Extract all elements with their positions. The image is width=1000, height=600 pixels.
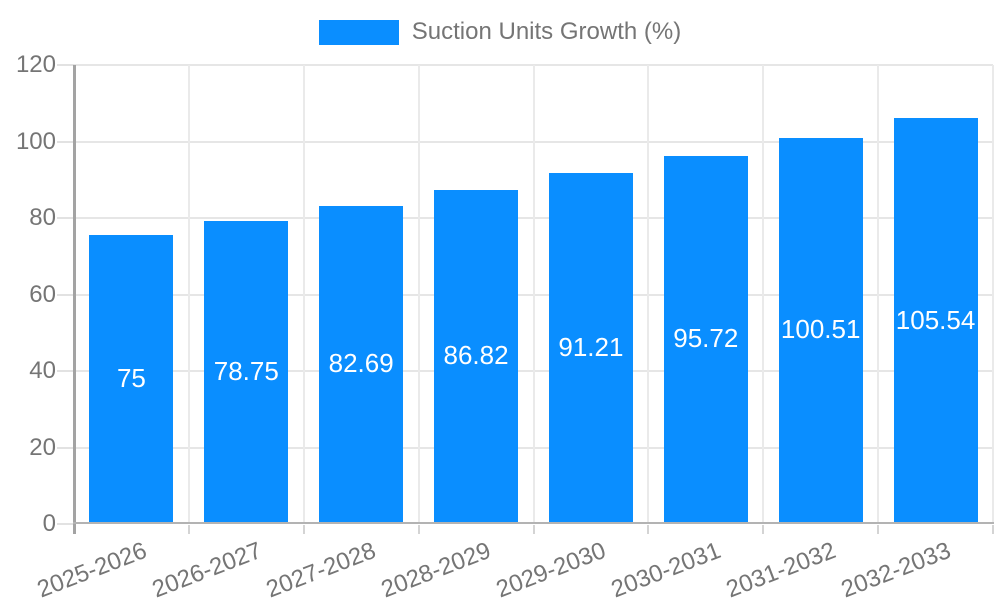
- x-tick-mark: [532, 525, 535, 534]
- bar-value-label: 91.21: [558, 332, 624, 363]
- y-tick-mark: [57, 64, 74, 66]
- x-axis-tick-label: 2031-2032: [722, 537, 840, 600]
- x-axis-tick-label: 2030-2031: [607, 537, 725, 600]
- x-axis-tick-label: 2026-2027: [148, 537, 265, 600]
- x-axis-line: [73, 522, 994, 524]
- y-axis-tick-label: 120: [15, 51, 56, 78]
- x-axis-tick-label: 2032-2033: [837, 537, 955, 600]
- bar[interactable]: 86.82: [434, 189, 519, 522]
- v-gridline: [302, 65, 305, 524]
- y-tick-mark: [57, 140, 74, 143]
- x-axis-tick-label: 2027-2028: [263, 537, 380, 600]
- y-tick-mark: [57, 523, 74, 525]
- bar[interactable]: 78.75: [204, 220, 289, 522]
- y-axis-tick-label: 0: [42, 510, 56, 537]
- y-axis-tick-label: 80: [29, 204, 56, 231]
- y-tick-mark: [57, 217, 74, 219]
- v-gridline: [877, 65, 880, 524]
- bar[interactable]: 95.72: [663, 155, 748, 522]
- bar-value-label: 82.69: [328, 348, 394, 379]
- bar[interactable]: 91.21: [548, 173, 633, 522]
- y-tick-mark: [57, 293, 74, 296]
- bar-value-label: 78.75: [213, 355, 279, 386]
- y-axis-tick-label: 100: [15, 127, 56, 155]
- v-gridline: [187, 65, 190, 524]
- x-axis-tick-label: 2029-2030: [492, 537, 610, 600]
- y-tick-mark: [57, 446, 74, 449]
- bar[interactable]: 75: [89, 235, 174, 522]
- x-axis-tick-label: 2025-2026: [33, 537, 151, 600]
- x-axis-tick-label: 2028-2029: [377, 537, 495, 600]
- legend-swatch: [318, 19, 399, 45]
- bar-value-label: 75: [116, 363, 146, 394]
- y-axis-line: [73, 65, 76, 534]
- v-gridline: [762, 65, 765, 524]
- bar-value-label: 100.51: [780, 314, 861, 345]
- v-gridline: [417, 65, 420, 524]
- bar-value-label: 86.82: [443, 340, 509, 371]
- x-tick-mark: [302, 525, 305, 534]
- bar[interactable]: 82.69: [319, 205, 404, 522]
- x-tick-mark: [417, 525, 420, 534]
- bar-value-label: 95.72: [673, 323, 739, 354]
- v-gridline: [532, 65, 535, 524]
- y-axis-tick-label: 20: [29, 433, 56, 461]
- y-axis-tick-label: 60: [29, 280, 56, 308]
- bar-value-label: 105.54: [895, 304, 976, 335]
- x-tick-mark: [992, 525, 994, 534]
- x-tick-mark: [187, 525, 190, 534]
- x-tick-mark: [762, 525, 765, 534]
- x-tick-mark: [647, 525, 650, 534]
- legend-label: Suction Units Growth (%): [411, 18, 682, 45]
- legend-item[interactable]: Suction Units Growth (%): [0, 17, 1000, 47]
- v-gridline: [647, 65, 650, 524]
- y-axis-tick-label: 40: [29, 357, 56, 384]
- y-tick-mark: [57, 370, 74, 372]
- x-tick-mark: [877, 525, 880, 534]
- v-gridline: [992, 65, 994, 524]
- plot-area: 75 78.75 82.69 86.82 91.21 95.72 100.51 105.54: [57, 64, 994, 534]
- bar[interactable]: 100.51: [778, 137, 863, 522]
- bar[interactable]: 105.54: [893, 118, 978, 522]
